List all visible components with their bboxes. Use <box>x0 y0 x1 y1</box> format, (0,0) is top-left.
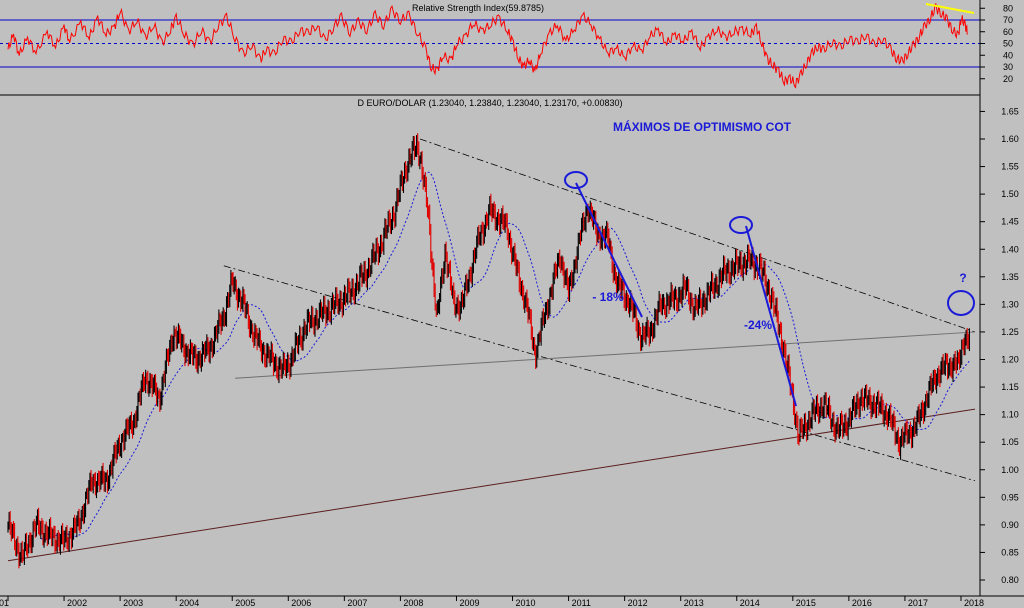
rsi-tick-label: 20 <box>1003 74 1013 84</box>
price-tick-label: 0.80 <box>1001 575 1019 585</box>
x-tick-label: 2008 <box>403 598 423 608</box>
price-tick-label: 1.55 <box>1001 162 1019 172</box>
x-tick-label: 2002 <box>67 598 87 608</box>
x-axis: 01 2002 2003 2004 2005 2006 2007 2008 2009 2010 20… <box>0 596 984 608</box>
price-tick-label: 0.85 <box>1001 547 1019 557</box>
rsi-tick-label: 50 <box>1003 39 1013 49</box>
x-tick-label: 2017 <box>908 598 928 608</box>
price-tick-label: 0.95 <box>1001 492 1019 502</box>
rsi-title: Relative Strength Index(59.8785) <box>412 3 544 13</box>
drop-1-arrow-line <box>575 182 643 318</box>
price-tick-label: 1.45 <box>1001 217 1019 227</box>
price-tick-label: 1.05 <box>1001 437 1019 447</box>
drop-1-label: - 18% <box>592 290 624 304</box>
price-tick-label: 1.30 <box>1001 299 1019 309</box>
question-mark-label: ? <box>959 271 966 285</box>
price-tick-label: 1.40 <box>1001 244 1019 254</box>
x-tick-label: 2013 <box>684 598 704 608</box>
x-tick-label: 2015 <box>796 598 816 608</box>
price-bars <box>7 133 970 569</box>
x-tick-label: 2011 <box>572 598 591 608</box>
rsi-panel: Relative Strength Index(59.8785) 80 70 60 5… <box>0 2 1013 89</box>
x-tick-label: 2009 <box>459 598 479 608</box>
rsi-tick-label: 40 <box>1003 50 1013 60</box>
price-tick-label: 1.60 <box>1001 134 1019 144</box>
rsi-divergence-line <box>925 3 975 14</box>
rsi-tick-label: 60 <box>1003 27 1013 37</box>
trendline-3 <box>235 331 976 379</box>
peak-2011-circle <box>564 171 588 189</box>
x-tick-label: 01 <box>0 598 9 608</box>
x-tick-label: 2014 <box>740 598 760 608</box>
price-tick-label: 1.35 <box>1001 272 1019 282</box>
price-tick-label: 1.00 <box>1001 465 1019 475</box>
x-tick-label: 2003 <box>123 598 143 608</box>
drop-2-arrow-line <box>745 225 797 407</box>
rsi-tick-label: 80 <box>1003 3 1013 13</box>
rsi-series-line <box>7 2 968 89</box>
x-tick-label: 2016 <box>852 598 872 608</box>
price-tick-label: 1.65 <box>1001 106 1019 116</box>
peak-2014-circle <box>729 216 753 234</box>
x-tick-label: 2006 <box>291 598 311 608</box>
price-tick-label: 1.25 <box>1001 327 1019 337</box>
price-tick-label: 0.90 <box>1001 520 1019 530</box>
rsi-tick-label: 30 <box>1003 62 1013 72</box>
x-tick-label: 2018 <box>964 598 984 608</box>
x-tick-label: 2012 <box>628 598 648 608</box>
x-tick-label: 2010 <box>516 598 536 608</box>
price-tick-label: 1.50 <box>1001 189 1019 199</box>
price-tick-label: 1.10 <box>1001 410 1019 420</box>
price-y-axis: 1.65 1.60 1.55 1.50 1.45 1.40 1.35 1.30 1.25 1.20… <box>980 106 1019 585</box>
trendlines <box>7 138 976 562</box>
x-tick-label: 2007 <box>347 598 367 608</box>
cot-heading: MÁXIMOS DE OPTIMISMO COT <box>613 119 792 134</box>
drop-2-label: -24% <box>744 318 772 332</box>
peak-2018-circle <box>947 290 975 316</box>
price-panel: D EURO/DOLAR (1.23040, 1.23840, 1.23040,… <box>7 98 1019 585</box>
price-title: D EURO/DOLAR (1.23040, 1.23840, 1.23040,… <box>358 98 623 108</box>
price-tick-label: 1.15 <box>1001 382 1019 392</box>
trendline-2 <box>223 265 976 482</box>
price-tick-label: 1.20 <box>1001 355 1019 365</box>
rsi-tick-label: 70 <box>1003 15 1013 25</box>
x-tick-label: 2005 <box>235 598 255 608</box>
trendline-4 <box>7 408 976 562</box>
x-tick-label: 2004 <box>179 598 199 608</box>
